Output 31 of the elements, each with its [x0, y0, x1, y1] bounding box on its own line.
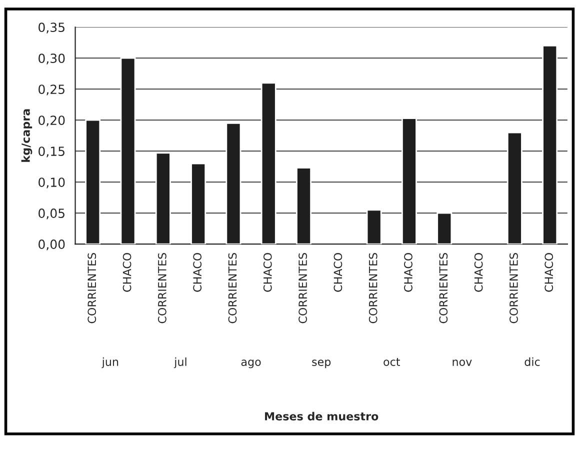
x-tick-label: CHACO [544, 253, 554, 292]
x-tick-label: CHACO [404, 253, 412, 292]
y-tick-label: 0,15 [38, 146, 64, 158]
y-tick-label: 0,10 [38, 178, 65, 188]
x-tick-label: CORRIENTES [298, 253, 307, 324]
text: nov [452, 360, 472, 366]
y-tick-label: 0,20 [38, 116, 65, 126]
y-tick-label: 0,30 [38, 54, 65, 64]
text: oct [384, 358, 400, 366]
x-tick-label: CORRIENTES [439, 253, 448, 324]
x-tick-label: CHACO [263, 253, 272, 292]
text: dic [524, 357, 540, 366]
text: jun [102, 357, 118, 368]
x-tick-label: CHACO [193, 253, 202, 292]
y-tick-label: 0,35 [38, 22, 64, 34]
x-tick-label: CORRIENTES [88, 253, 96, 324]
x-tick-label: CHACO [474, 253, 483, 292]
x-tick-label: CHACO [122, 253, 132, 292]
y-axis-title: kg/capra [21, 109, 32, 162]
text: sep [312, 360, 331, 368]
y-tick-label: 0,25 [38, 84, 64, 96]
x-tick-label: CORRIENTES [228, 253, 237, 324]
y-tick-label: 0,00 [38, 240, 65, 250]
x-tick-label: CORRIENTES [510, 253, 518, 324]
text: ago [241, 360, 261, 368]
text: Meses de muestro [265, 412, 378, 420]
x-tick-label: CORRIENTES [158, 253, 166, 324]
x-tick-label: CORRIENTES [368, 253, 378, 324]
y-tick-label: 0,05 [38, 208, 64, 220]
text: jul [174, 357, 186, 368]
x-tick-label: CHACO [334, 253, 342, 292]
